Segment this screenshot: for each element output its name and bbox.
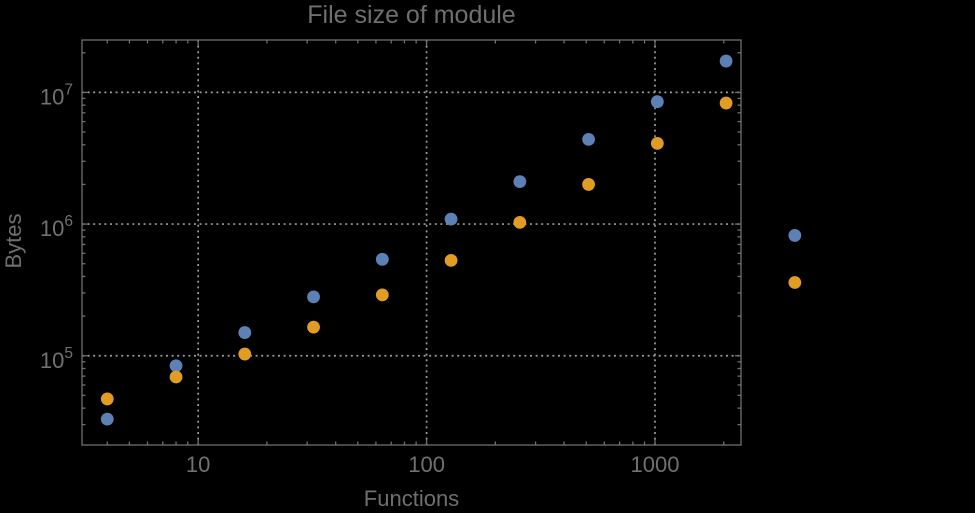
x-tick-label: 1000	[631, 452, 680, 477]
data-point-series-orange	[513, 215, 527, 229]
data-point-series-blue	[375, 252, 389, 266]
data-point-series-blue	[582, 132, 595, 146]
data-point-series-blue	[238, 326, 252, 339]
data-point-series-orange	[444, 253, 458, 267]
x-tick-label: 100	[408, 452, 445, 477]
data-point-series-blue	[719, 54, 733, 68]
chart-title: File size of module	[307, 1, 516, 29]
x-tick-label: 10	[186, 452, 210, 477]
data-point-series-orange	[100, 392, 114, 406]
data-point-series-blue	[444, 212, 458, 226]
y-tick-label: 106	[40, 213, 73, 241]
data-point-series-orange	[650, 136, 664, 150]
x-axis-label: Functions	[363, 486, 460, 511]
data-point-series-blue	[169, 359, 183, 373]
data-point-series-orange	[719, 96, 733, 110]
data-point-series-blue	[307, 290, 320, 304]
y-tick-label: 105	[40, 345, 73, 373]
data-point-series-blue	[100, 412, 114, 426]
data-point-series-blue	[513, 175, 527, 189]
data-point-series-orange	[169, 370, 183, 384]
data-point-series-orange	[307, 320, 320, 334]
data-point-series-orange	[238, 347, 252, 361]
data-point-series-blue	[788, 229, 802, 242]
plot-frame	[81, 39, 742, 446]
y-tick-label: 107	[40, 81, 73, 109]
data-point-series-blue	[650, 95, 664, 109]
data-point-series-orange	[582, 178, 595, 191]
data-point-series-orange	[375, 288, 389, 302]
data-point-series-orange	[788, 276, 802, 289]
